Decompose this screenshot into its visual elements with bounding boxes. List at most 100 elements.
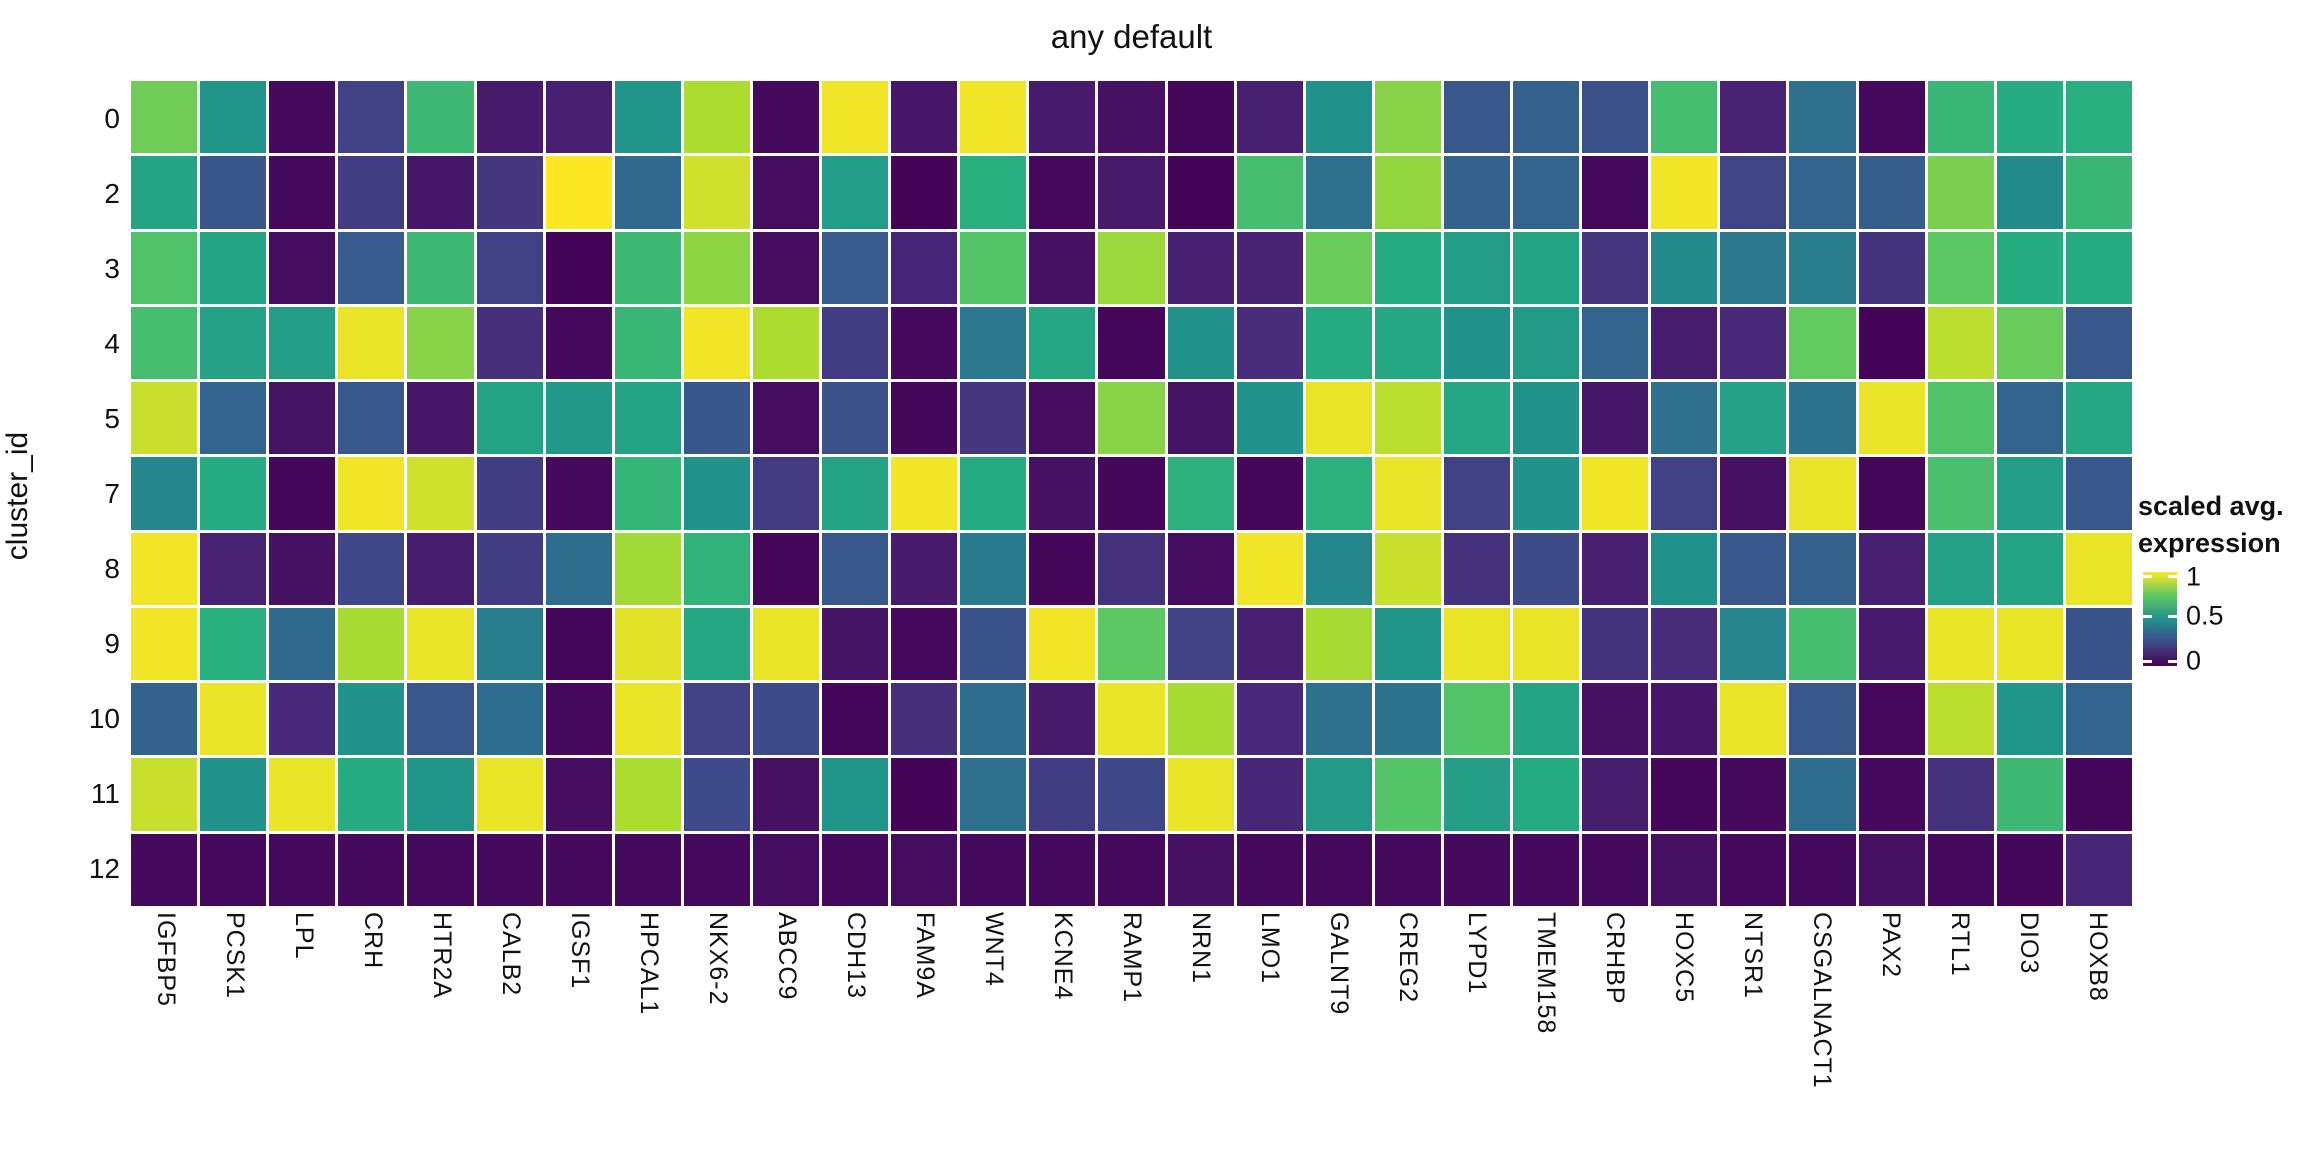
heatmap-cell	[1374, 833, 1441, 906]
heatmap-cell	[1582, 306, 1649, 380]
heatmap-cell	[1720, 683, 1787, 756]
heatmap-cell	[1513, 758, 1580, 831]
heatmap-cell	[1720, 758, 1787, 831]
heatmap-cell	[1167, 607, 1234, 681]
heatmap-cell	[1374, 607, 1441, 681]
heatmap-cell	[476, 156, 543, 229]
heatmap-cell	[752, 758, 820, 831]
heatmap-cell	[1720, 457, 1787, 530]
heatmap-cell	[1167, 457, 1234, 530]
heatmap-cell	[1167, 758, 1234, 831]
heatmap-cell	[1858, 306, 1925, 380]
heatmap-grid	[131, 81, 2132, 906]
heatmap-cell	[822, 81, 889, 154]
heatmap-cell	[1374, 306, 1441, 380]
x-tick-label: HOXC5	[1670, 912, 1698, 1004]
heatmap-cell	[269, 833, 336, 906]
heatmap-cell	[1443, 683, 1511, 756]
heatmap-cell	[1927, 156, 1994, 229]
heatmap-cell	[1236, 382, 1303, 455]
heatmap-cell	[822, 758, 889, 831]
heatmap-cell	[683, 833, 750, 906]
heatmap-cell	[407, 231, 474, 304]
heatmap-cell	[1789, 81, 1856, 154]
heatmap-cell	[1582, 532, 1649, 605]
heatmap-cell	[1720, 607, 1787, 681]
heatmap-cell	[1236, 532, 1303, 605]
heatmap-cell	[1927, 457, 1994, 530]
heatmap-cell	[131, 306, 198, 380]
heatmap-cell	[545, 758, 612, 831]
heatmap-cell	[1513, 156, 1580, 229]
heatmap-cell	[1443, 833, 1511, 906]
heatmap-cell	[960, 758, 1027, 831]
x-axis-tick-labels: IGFBP5 PCSK1 LPL CRH HTR2A CALB2 IGSF1 HPCAL1 NK…	[131, 912, 2132, 1147]
heatmap-cell	[1927, 532, 1994, 605]
heatmap-cell	[1029, 758, 1096, 831]
x-tick-label: HPCAL1	[635, 912, 663, 1016]
heatmap-cell	[269, 683, 336, 756]
heatmap-cell	[1858, 156, 1925, 229]
heatmap-cell	[1305, 457, 1372, 530]
heatmap-cell	[960, 532, 1027, 605]
heatmap-cell	[1927, 758, 1994, 831]
heatmap-cell	[407, 607, 474, 681]
heatmap-cell	[1236, 683, 1303, 756]
heatmap-cell	[1996, 231, 2063, 304]
heatmap-cell	[614, 532, 681, 605]
y-tick-label: 8	[104, 552, 120, 584]
legend-tick-mark	[2168, 575, 2177, 579]
heatmap-cell	[1996, 607, 2063, 681]
y-tick-label: 3	[104, 252, 120, 284]
heatmap-cell	[1029, 81, 1096, 154]
heatmap-cell	[407, 156, 474, 229]
heatmap-cell	[1927, 382, 1994, 455]
heatmap-cell	[1098, 532, 1165, 605]
heatmap-cell	[200, 382, 267, 455]
heatmap-cell	[683, 306, 750, 380]
heatmap-cell	[1720, 532, 1787, 605]
heatmap-cell	[1374, 81, 1441, 154]
x-tick-label: NRN1	[1187, 912, 1215, 985]
heatmap-cell	[1236, 607, 1303, 681]
heatmap-cell	[131, 833, 198, 906]
heatmap-cell	[338, 306, 405, 380]
heatmap-cell	[131, 231, 198, 304]
heatmap-cell	[752, 607, 820, 681]
heatmap-cell	[1167, 833, 1234, 906]
heatmap-cell	[1996, 833, 2063, 906]
heatmap-cell	[1582, 231, 1649, 304]
heatmap-cell	[1305, 382, 1372, 455]
heatmap-cell	[1789, 156, 1856, 229]
heatmap-cell	[1098, 382, 1165, 455]
heatmap-cell	[1167, 306, 1234, 380]
heatmap-cell	[822, 156, 889, 229]
heatmap-cell	[1927, 607, 1994, 681]
heatmap-cell	[1858, 382, 1925, 455]
heatmap-cell	[1582, 833, 1649, 906]
legend-tick-mark	[2143, 659, 2152, 663]
heatmap-cell	[1927, 306, 1994, 380]
heatmap-cell	[1029, 833, 1096, 906]
heatmap-cell	[338, 833, 405, 906]
x-tick-label: RTL1	[1946, 912, 1974, 977]
heatmap-cell	[891, 231, 958, 304]
heatmap-cell	[614, 81, 681, 154]
heatmap-cell	[1996, 382, 2063, 455]
heatmap-cell	[200, 457, 267, 530]
heatmap-cell	[476, 833, 543, 906]
heatmap-cell	[891, 758, 958, 831]
heatmap-cell	[1720, 231, 1787, 304]
heatmap-cell	[752, 81, 820, 154]
heatmap-cell	[476, 231, 543, 304]
heatmap-cell	[338, 683, 405, 756]
heatmap-cell	[1029, 683, 1096, 756]
heatmap-cell	[822, 382, 889, 455]
heatmap-cell	[1996, 683, 2063, 756]
heatmap-cell	[1305, 306, 1372, 380]
heatmap-cell	[1236, 156, 1303, 229]
heatmap-cell	[683, 758, 750, 831]
legend: scaled avg. expression 1 0.5 0	[2138, 488, 2304, 688]
heatmap-cell	[1789, 532, 1856, 605]
